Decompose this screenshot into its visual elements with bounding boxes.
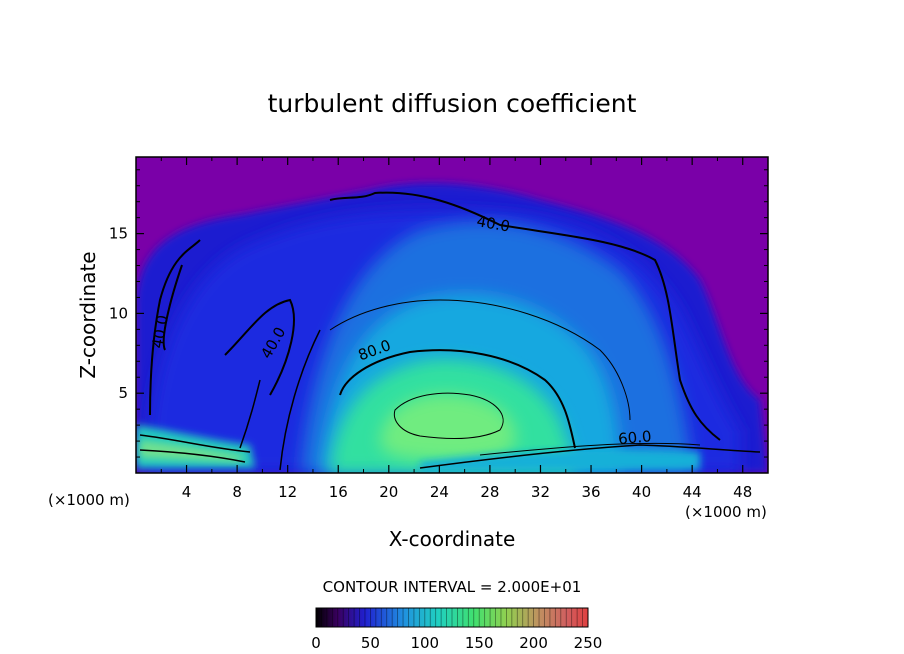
chart-title: turbulent diffusion coefficient [268, 89, 637, 118]
y-axis: 5 10 15 [109, 169, 768, 458]
colorbar-gradient [316, 608, 588, 627]
contour-lines [139, 191, 761, 471]
y-tick-label: 10 [109, 304, 128, 322]
plot-area [136, 157, 768, 473]
x-axis: 4 8 12 16 20 24 28 32 36 40 44 48 [160, 157, 752, 501]
x-tick-label: 32 [531, 483, 550, 501]
colorbar-tick-label: 150 [465, 634, 494, 652]
x-tick-label: 24 [430, 483, 449, 501]
field-peak-region [380, 394, 516, 461]
plot-frame [135, 156, 769, 474]
x-tick-label: 40 [632, 483, 651, 501]
x-tick-label: 44 [683, 483, 702, 501]
y-tick-label: 5 [118, 384, 128, 402]
x-tick-label: 16 [329, 483, 348, 501]
colorbar-tick-label: 200 [519, 634, 548, 652]
colorbar-ticks: 0 50 100 150 200 250 [311, 634, 602, 652]
x-tick-label: 4 [182, 483, 192, 501]
x-units-right: (×1000 m) [685, 503, 767, 521]
x-tick-label: 28 [480, 483, 499, 501]
x-tick-label: 48 [733, 483, 752, 501]
colorbar-tick-label: 250 [574, 634, 603, 652]
x-tick-label: 36 [581, 483, 600, 501]
colorbar-tick-label: 50 [361, 634, 380, 652]
contour-interval-text: CONTOUR INTERVAL = 2.000E+01 [323, 578, 582, 596]
x-tick-label: 8 [232, 483, 242, 501]
x-axis-label: X-coordinate [389, 527, 516, 551]
contour-label: 40.0 [148, 314, 172, 350]
x-tick-label: 20 [379, 483, 398, 501]
x-tick-label: 12 [278, 483, 297, 501]
colorbar-stripes [315, 608, 589, 627]
contour-label: 60.0 [617, 427, 652, 448]
colorbar: 0 50 100 150 200 250 [311, 607, 602, 652]
colorbar-tick-label: 100 [410, 634, 439, 652]
y-tick-label: 15 [109, 225, 128, 243]
contour-label: 40.0 [475, 212, 511, 236]
y-axis-label: Z-coordinate [76, 251, 100, 378]
x-units-left: (×1000 m) [48, 491, 130, 509]
colorbar-tick-label: 0 [311, 634, 321, 652]
